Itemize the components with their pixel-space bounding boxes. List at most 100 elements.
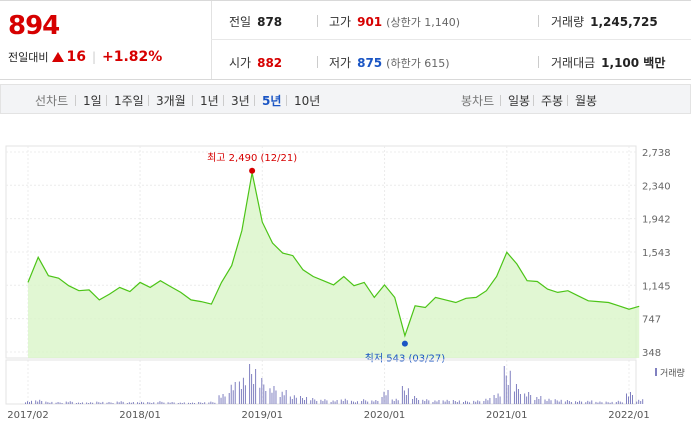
volume-bar xyxy=(96,401,98,404)
quote-stats: 전일 878 고가 901 (상한가 1,140) 거래량 1,245,725 시가 88… xyxy=(211,1,691,79)
volume-bar xyxy=(407,388,409,404)
volume-bar xyxy=(560,399,562,404)
volume-bar xyxy=(67,402,69,404)
volume-bar xyxy=(159,401,161,404)
line-chart-label: 선차트 xyxy=(35,94,69,108)
volume-bar xyxy=(177,403,179,404)
y-tick-label: 348 xyxy=(642,348,661,359)
volume-bar xyxy=(546,401,548,404)
volume-bar xyxy=(536,397,538,404)
period-3y[interactable]: 3년 xyxy=(231,94,250,108)
volume-bar xyxy=(524,393,526,404)
volume-bar xyxy=(367,401,369,404)
volume-bar xyxy=(387,390,389,404)
open-value: 882 xyxy=(257,56,283,70)
volume-bar xyxy=(69,401,71,404)
lower-limit: (하한가 615) xyxy=(386,57,450,70)
volume-bar xyxy=(605,401,607,404)
toolbar-divider xyxy=(223,95,224,106)
volume-bar xyxy=(422,399,424,404)
prev-close-stat: 전일 878 xyxy=(229,13,282,30)
low-value: 875 xyxy=(357,56,383,70)
volume-bar xyxy=(579,400,581,404)
volume-bar xyxy=(538,399,540,404)
volume-bar xyxy=(607,402,609,404)
toolbar-divider xyxy=(106,95,107,106)
period-1y[interactable]: 1년 xyxy=(200,94,219,108)
volume-bar xyxy=(416,398,418,404)
volume-bar xyxy=(365,400,367,404)
volume-bar xyxy=(350,400,352,404)
volume-bar xyxy=(147,402,149,404)
period-10y[interactable]: 10년 xyxy=(294,94,321,108)
volume-bar xyxy=(621,402,623,404)
period-1d[interactable]: 1일 xyxy=(83,94,102,108)
volume-bar xyxy=(332,400,334,404)
period-1w[interactable]: 1주일 xyxy=(114,94,144,108)
volume-bar xyxy=(265,391,267,404)
volume-bar xyxy=(495,398,497,404)
candle-daily[interactable]: 일봉 xyxy=(508,94,531,108)
volume-bar xyxy=(519,394,521,404)
volume-bar xyxy=(191,402,193,404)
volume-bar xyxy=(597,402,599,404)
volume-bar xyxy=(630,392,631,404)
volume-bar xyxy=(638,399,640,404)
volume-bar xyxy=(564,401,566,404)
min-annotation: 최저 543 (03/27) xyxy=(365,353,446,365)
volume-bar xyxy=(609,402,611,404)
open-stat: 시가 882 xyxy=(229,54,282,71)
volume-bar xyxy=(497,393,499,404)
candle-chart-label: 봉차트 xyxy=(461,94,495,108)
volume-bar xyxy=(310,400,312,404)
volume-bar xyxy=(540,396,542,404)
volume-bar xyxy=(424,401,426,404)
amount-value: 1,100 백만 xyxy=(601,56,666,70)
max-annotation: 최고 2,490 (12/21) xyxy=(207,152,297,164)
volume-bar xyxy=(326,400,328,404)
candle-monthly[interactable]: 월봉 xyxy=(575,94,598,108)
volume-bar xyxy=(41,401,43,404)
volume-bar xyxy=(428,400,430,404)
volume-bar xyxy=(110,402,112,404)
volume-bar xyxy=(108,402,110,404)
period-3m[interactable]: 3개월 xyxy=(156,94,186,108)
high-stat: 고가 901 (상한가 1,140) xyxy=(329,13,460,30)
volume-bar xyxy=(90,402,92,404)
price-summary: 894 전일대비 16 | +1.82% xyxy=(0,1,212,79)
volume-bar xyxy=(330,402,332,404)
change-percent: +1.82% xyxy=(102,49,163,65)
y-tick-label: 1,145 xyxy=(642,281,671,292)
volume-bar xyxy=(120,401,122,404)
volume-bar xyxy=(141,401,143,404)
volume-label: 거래량 xyxy=(551,15,585,29)
volume-bar xyxy=(642,399,644,404)
volume-bar xyxy=(336,400,338,404)
volume-bar xyxy=(102,401,104,404)
volume-bar xyxy=(577,402,579,404)
price-area xyxy=(28,172,640,358)
volume-bar xyxy=(86,402,88,404)
volume-bar xyxy=(37,401,39,404)
volume-bar xyxy=(626,393,627,404)
volume-bar xyxy=(342,401,344,404)
quote-header: 894 전일대비 16 | +1.82% 전일 878 고가 901 (상한가 1,1… xyxy=(0,0,691,80)
chart-toolbar: 선차트 1일 1주일 3개월 1년 3년 5년 10년 봉차트 일봉 주봉 월봉 xyxy=(0,84,691,114)
volume-bar xyxy=(513,391,515,404)
current-price: 894 xyxy=(8,11,60,41)
period-5y[interactable]: 5년 xyxy=(262,94,282,108)
volume-bar xyxy=(126,403,128,404)
volume-bar xyxy=(251,374,253,404)
volume-bar xyxy=(628,396,629,404)
y-tick-label: 1,942 xyxy=(642,215,671,226)
volume-bar xyxy=(306,397,308,404)
volume-bar xyxy=(304,400,306,404)
volume-bar xyxy=(100,402,102,404)
price-change: 전일대비 16 | +1.82% xyxy=(8,49,162,65)
volume-bar xyxy=(640,401,642,404)
volume-bar xyxy=(289,396,291,404)
candle-weekly[interactable]: 주봉 xyxy=(541,94,564,108)
volume-bar xyxy=(161,401,163,404)
volume-bar xyxy=(25,402,26,404)
